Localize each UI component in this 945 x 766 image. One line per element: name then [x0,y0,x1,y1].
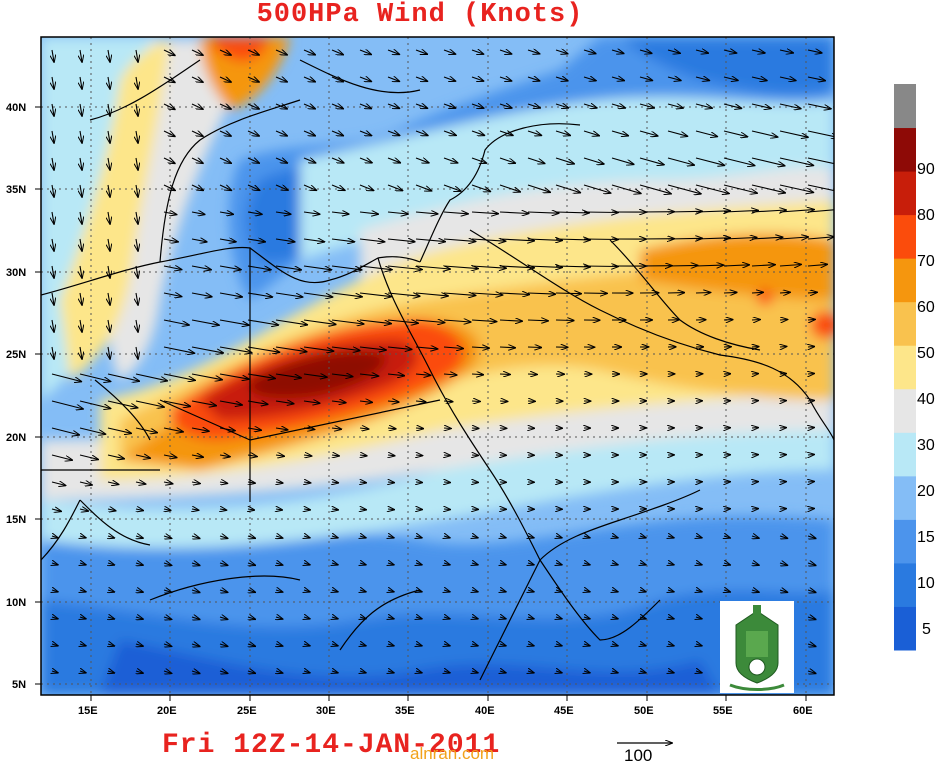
wind-speed-field [41,37,841,695]
lat-label: 25N [6,349,26,361]
colorbar-swatch [894,476,916,520]
wind-arrow [444,455,450,456]
wind-arrow [752,320,760,321]
wind-arrow [556,320,574,321]
lat-label: 10N [6,597,26,609]
wind-arrow [808,374,814,375]
lat-label: 30N [6,267,26,279]
colorbar-swatch [894,389,916,433]
colorbar [894,84,916,651]
longitude-labels: 15E 20E 25E 30E 35E 40E 45E 50E 55E 60E [78,705,813,717]
colorbar-label: 50 [917,345,935,363]
colorbar-swatch [894,302,916,346]
wind-arrow [808,482,814,483]
colorbar-label: 70 [917,253,935,271]
wind-arrow [444,482,450,483]
lon-label: 30E [316,705,336,717]
colorbar-swatch [894,258,916,302]
colorbar-swatch [894,84,916,128]
wind-arrow [780,292,790,293]
colorbar-swatch [894,128,916,172]
colorbar-swatch [894,345,916,389]
wind-arrow [416,509,422,510]
colorbar-label: 5 [922,621,931,639]
wind-arrow [444,428,451,429]
university-emblem-icon [720,601,794,693]
wind-arrow [696,293,710,294]
wind-arrow [808,509,814,510]
lat-label: 5N [12,679,26,691]
lon-label: 45E [554,705,574,717]
wind-arrow [472,374,483,375]
colorbar-swatch [894,519,916,563]
wind-arrow [808,292,817,293]
latitude-labels: 40N 35N 30N 25N 20N 15N 10N 5N [6,102,26,691]
wind-arrow [388,482,394,483]
colorbar-label: 80 [917,207,935,225]
colorbar-label: 30 [917,437,935,455]
reference-vector-label: 100 [624,746,652,766]
colorbar-swatch [894,432,916,476]
wind-arrow [388,509,394,510]
wind-arrow [668,265,698,266]
wind-arrow [444,401,453,402]
wind-arrow [808,347,814,348]
lon-label: 60E [793,705,813,717]
colorbar-label: 60 [917,299,935,317]
wind-arrow [472,401,480,402]
colorbar-swatch [894,171,916,215]
lon-label: 25E [237,705,257,717]
wind-arrow [528,347,541,348]
lon-label: 40E [475,705,495,717]
colorbar-swatch [894,563,916,607]
lat-label: 15N [6,514,26,526]
wind-arrow [416,455,422,456]
colorbar-label: 40 [917,391,935,409]
lon-label: 20E [157,705,177,717]
wind-arrow [388,455,395,456]
wind-arrow [808,428,814,429]
colorbar-label: 20 [917,483,935,501]
colorbar-label: 10 [917,575,935,593]
wind-arrow [416,482,422,483]
wind-arrow [444,509,450,510]
colorbar-label: 90 [917,161,935,179]
wind-arrow [780,320,787,321]
lon-label: 50E [634,705,654,717]
wind-arrow [808,455,814,456]
wind-arrow [500,374,510,375]
colorbar-label: 15 [917,529,935,547]
map-title: 500HPa Wind (Knots) [0,0,840,30]
wind-arrow [360,509,366,510]
lon-label: 35E [395,705,415,717]
wind-arrow [752,292,763,293]
wind-arrow [808,401,814,402]
lat-label: 20N [6,432,26,444]
colorbar-swatch [894,215,916,259]
wind-arrow [808,319,815,320]
lon-label: 15E [78,705,98,717]
wind-arrow [416,428,423,429]
wind-arrow [724,292,737,293]
lon-label: 55E [713,705,733,717]
lat-label: 35N [6,184,26,196]
colorbar-swatch [894,606,916,650]
wind-arrow [556,293,581,294]
lat-label: 40N [6,102,26,114]
wind-arrow [780,347,786,348]
wind-arrow [360,482,366,483]
watermark: alnran.com [410,744,494,764]
